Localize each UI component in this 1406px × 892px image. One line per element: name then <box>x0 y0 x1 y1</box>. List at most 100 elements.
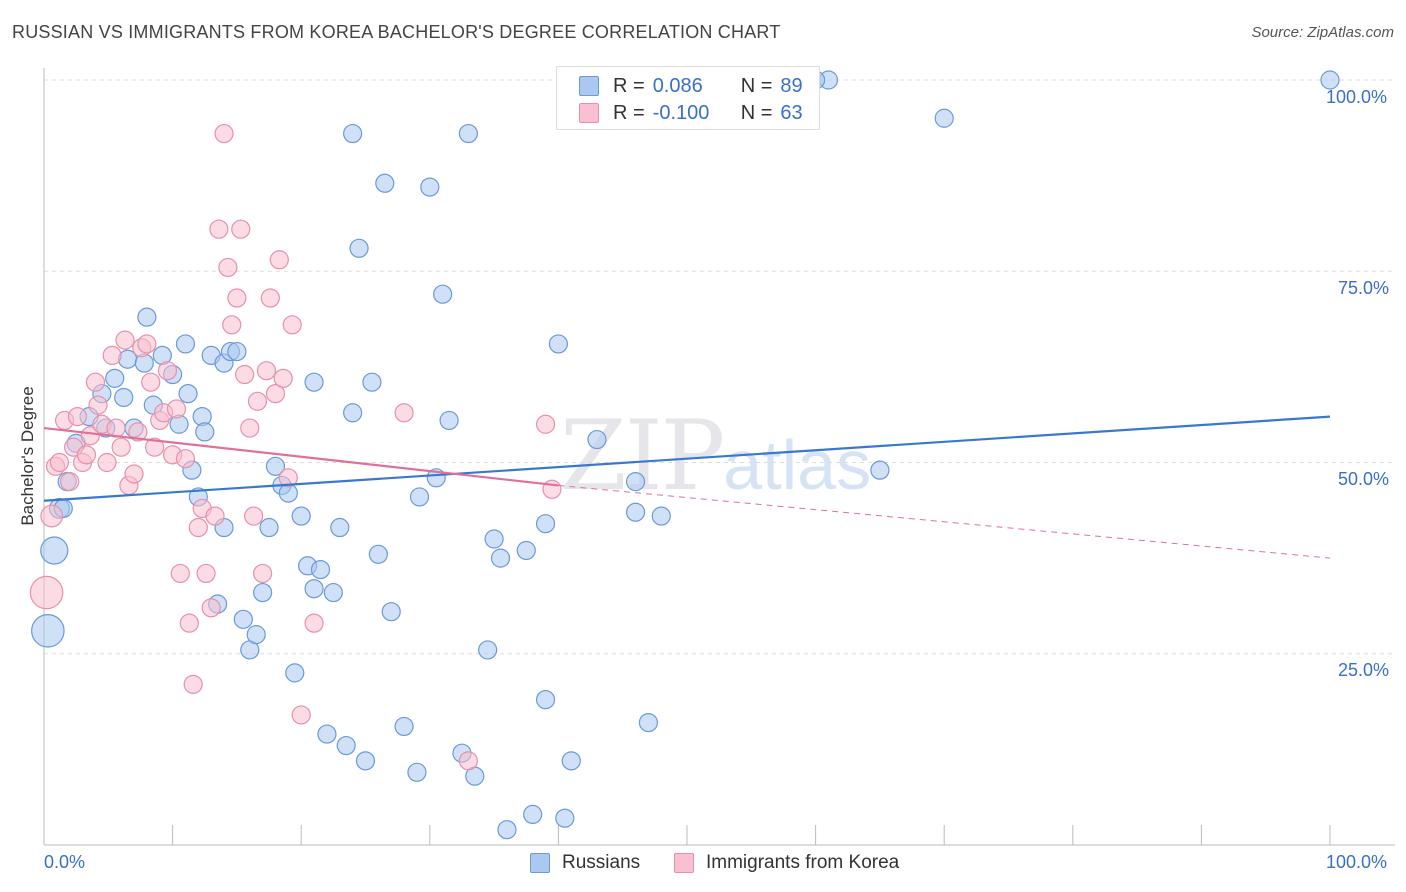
russians-swatch <box>579 76 599 96</box>
korea-point <box>235 364 255 385</box>
korea-point <box>535 414 556 434</box>
korea-swatch <box>579 103 599 123</box>
korea-point <box>458 751 478 771</box>
russians-point <box>651 506 671 526</box>
legend-r-value: 0.086 <box>652 74 703 97</box>
russians-point <box>246 625 266 645</box>
korea-point <box>282 315 302 335</box>
russians-point <box>368 544 388 564</box>
legend-n-label: N = <box>740 74 773 97</box>
russians-point <box>420 177 440 197</box>
russians-trend-line <box>43 415 1331 502</box>
russians-point <box>227 341 247 362</box>
x-max-label: 100.0% <box>1326 852 1388 872</box>
korea-point <box>29 575 64 610</box>
russians-point <box>535 690 556 710</box>
legend-r-label: R = <box>613 74 645 97</box>
korea-point <box>209 219 229 239</box>
russians-point <box>555 808 575 828</box>
korea-point <box>253 563 273 584</box>
russians-point <box>407 762 427 782</box>
legend-n-label: N = <box>740 101 773 124</box>
russians-point <box>233 609 253 629</box>
korea-point <box>85 372 106 392</box>
korea-trend-line <box>43 426 559 487</box>
x-min-label: 0.0% <box>44 852 86 872</box>
russians-point <box>304 372 324 392</box>
russians-point <box>259 517 279 538</box>
russians-point <box>375 173 395 193</box>
legend-row-russians: R = 0.086 N = 89 <box>579 73 803 99</box>
korea-point <box>214 123 234 144</box>
russians-point <box>548 334 569 354</box>
russians-point <box>870 460 890 480</box>
russians-point <box>336 735 356 756</box>
korea-point <box>231 219 251 239</box>
korea-point <box>157 361 178 381</box>
korea-point <box>269 250 289 270</box>
korea-label: Immigrants from Korea <box>706 852 900 873</box>
korea-point <box>170 563 190 584</box>
legend-row-korea: R = -0.100 N = 63 <box>579 100 803 126</box>
korea-point <box>394 403 414 423</box>
russians-point <box>137 307 157 327</box>
russians-swatch <box>530 853 550 873</box>
russians-point <box>317 724 337 744</box>
russians-point <box>114 387 134 408</box>
russians-label: Russians <box>562 852 641 873</box>
russians-point <box>625 472 646 492</box>
russians-point <box>178 384 198 404</box>
korea-point <box>80 426 100 446</box>
korea-point <box>111 437 131 457</box>
legend-n-value: 89 <box>780 74 803 97</box>
korea-point <box>304 613 324 633</box>
y-tick-100: 100.0% <box>1326 87 1388 107</box>
stats-legend: R = 0.086 N = 89 R = -0.100 N = 63 <box>556 66 820 130</box>
korea-point <box>137 334 157 354</box>
russians-point <box>285 663 305 683</box>
korea-point <box>188 517 208 538</box>
legend-r-label: R = <box>613 101 645 124</box>
russians-point <box>265 456 286 476</box>
y-tick-75: 75.0% <box>1338 278 1390 298</box>
source-label: Source: ZipAtlas.com <box>1251 24 1394 41</box>
russians-point <box>362 372 382 392</box>
korea-point <box>227 288 247 308</box>
korea-point <box>175 449 196 469</box>
russians-point <box>934 108 954 128</box>
bottom-legend-russians: Russians <box>530 852 640 874</box>
russians-point <box>40 536 69 565</box>
russians-point <box>587 429 607 450</box>
korea-point <box>205 506 225 526</box>
korea-point <box>218 257 238 278</box>
russians-point <box>323 582 343 603</box>
russians-point <box>516 540 536 561</box>
russians-point <box>105 368 125 388</box>
russians-point <box>304 579 324 599</box>
russians-point <box>381 602 401 622</box>
y-tick-25: 25.0% <box>1338 660 1390 680</box>
korea-point <box>260 288 280 308</box>
korea-point <box>49 452 70 473</box>
russians-point <box>523 804 543 825</box>
russians-point <box>349 238 369 258</box>
korea-point <box>183 674 203 694</box>
korea-swatch <box>674 853 694 873</box>
korea-point <box>273 368 293 388</box>
korea-point <box>76 445 97 465</box>
legend-r-value: -0.100 <box>652 101 710 124</box>
korea-point <box>278 468 298 488</box>
korea-point <box>240 418 260 438</box>
russians-point <box>561 751 581 771</box>
russians-point <box>175 334 196 354</box>
korea-point <box>102 345 122 365</box>
russians-point <box>458 123 478 144</box>
russians-point <box>484 529 504 549</box>
korea-point <box>141 372 161 392</box>
korea-point <box>201 598 221 618</box>
korea-point <box>128 422 148 442</box>
korea-point <box>196 563 216 584</box>
bottom-legend-korea: Immigrants from Korea <box>674 852 899 874</box>
korea-trend-extension <box>558 484 1331 559</box>
